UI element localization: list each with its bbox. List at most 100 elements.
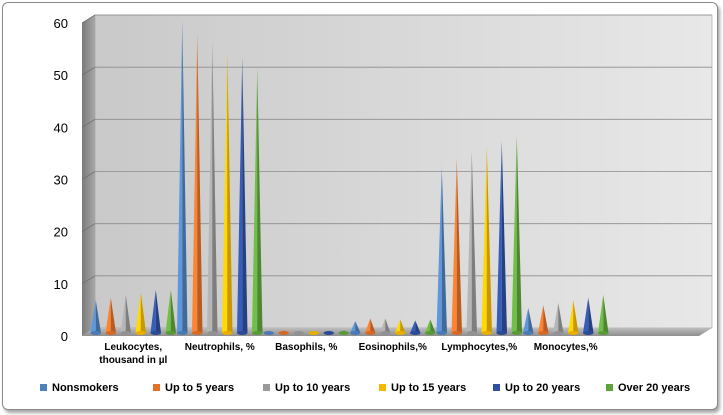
cone-face-left [451, 159, 457, 335]
cone-face-right [182, 21, 188, 335]
cone-face-right [558, 302, 564, 335]
cone [481, 146, 492, 335]
y-axis-ticks: 0 10 20 30 40 50 60 [54, 16, 68, 344]
cone-face-left [511, 135, 517, 335]
cone-base [252, 331, 263, 335]
cone-face-right [227, 52, 233, 336]
cone-base [237, 331, 248, 335]
y-tick-label: 20 [54, 225, 68, 240]
cone-base [192, 331, 203, 335]
cone-face-left [553, 302, 559, 335]
legend-item: Nonsmokers [40, 382, 119, 394]
y-tick-label: 30 [54, 173, 68, 188]
cone-face-right [197, 34, 203, 336]
cone-face-right [155, 289, 161, 335]
cone-face-right [471, 151, 477, 335]
cone-face-left [135, 292, 141, 335]
cone-base [150, 331, 161, 335]
cone [380, 318, 391, 335]
cone-face-left [165, 289, 171, 335]
cone [192, 34, 203, 336]
cone-face-right [95, 300, 101, 335]
cone-face-left [365, 318, 371, 335]
gridline-side [81, 171, 96, 180]
legend: Nonsmokers Up to 5 years Up to 10 years Up … [40, 382, 690, 394]
cone-face-left [481, 146, 487, 335]
cone-face-left [436, 167, 442, 335]
cone [496, 140, 507, 335]
legend-swatch [606, 384, 613, 391]
legend-item: Over 20 years [606, 382, 690, 394]
cone-base [105, 331, 116, 335]
category-label-line: Eosinophils,% [359, 342, 427, 353]
cone [165, 289, 176, 335]
cone [436, 167, 447, 335]
cone-face-right [588, 297, 594, 335]
cone-face-right [441, 167, 447, 335]
cone-face-left [192, 34, 198, 336]
cone-face-right [140, 292, 146, 335]
category-label: Neutrophils, % [185, 342, 255, 353]
cone-face-right [370, 318, 376, 335]
cone-base [350, 331, 361, 335]
cone-base [436, 331, 447, 335]
cone [278, 330, 289, 335]
legend-swatch [379, 384, 386, 391]
cone-base [135, 331, 146, 335]
cone-face-right [456, 159, 462, 335]
cone-face-right [516, 135, 522, 335]
cone-face-right [242, 57, 248, 336]
category-label-line: Lymphocytes,% [441, 342, 517, 353]
legend-item: Up to 15 years [379, 382, 466, 394]
cone-face-right [543, 305, 549, 335]
cone-base [481, 331, 492, 335]
cone-base [568, 331, 579, 335]
cone-face-left [568, 300, 574, 335]
legend-item: Up to 5 years [153, 382, 234, 394]
cone [120, 294, 131, 335]
category-label: Basophils, % [275, 342, 337, 353]
cone [293, 330, 304, 335]
cone [263, 331, 274, 335]
cone [350, 320, 361, 335]
cone-base [338, 331, 349, 335]
legend-label: Up to 15 years [391, 382, 466, 394]
cone-base [308, 331, 319, 335]
legend-swatch [493, 384, 500, 391]
cone-base [425, 331, 436, 335]
cone-face-left [150, 289, 156, 335]
gridline-side [81, 223, 96, 233]
cone [237, 57, 248, 336]
cone-face-left [90, 300, 96, 335]
cone-face-right [528, 307, 534, 335]
cone-base [365, 331, 376, 335]
cone [451, 159, 462, 335]
cone [523, 307, 534, 335]
cone [410, 320, 421, 335]
cone-face-left [252, 67, 258, 335]
cone-face-left [496, 140, 502, 335]
cone [538, 305, 549, 335]
cone-base [263, 331, 274, 335]
cone [511, 135, 522, 335]
legend-item: Up to 10 years [263, 382, 350, 394]
cone-base [553, 331, 564, 335]
cone [207, 41, 218, 335]
y-tick-label: 60 [54, 16, 68, 31]
cone-face-left [177, 21, 183, 335]
category-labels: Leukocytes, thousand in µl Neutrophils, % B… [99, 342, 598, 366]
legend-label: Up to 5 years [165, 382, 234, 394]
cone-series [90, 21, 609, 336]
cone-face-left [466, 151, 472, 335]
y-tick-label: 10 [54, 277, 68, 292]
cone [553, 302, 564, 335]
cone-face-left [207, 41, 213, 335]
category-label-line: Leukocytes, [104, 342, 162, 353]
legend-label: Nonsmokers [52, 382, 119, 394]
cone-base [511, 331, 522, 335]
cone-face-right [486, 146, 492, 335]
cone-base [165, 331, 176, 335]
cone [135, 292, 146, 335]
cone-face-left [538, 305, 544, 335]
legend-item: Up to 20 years [493, 382, 580, 394]
